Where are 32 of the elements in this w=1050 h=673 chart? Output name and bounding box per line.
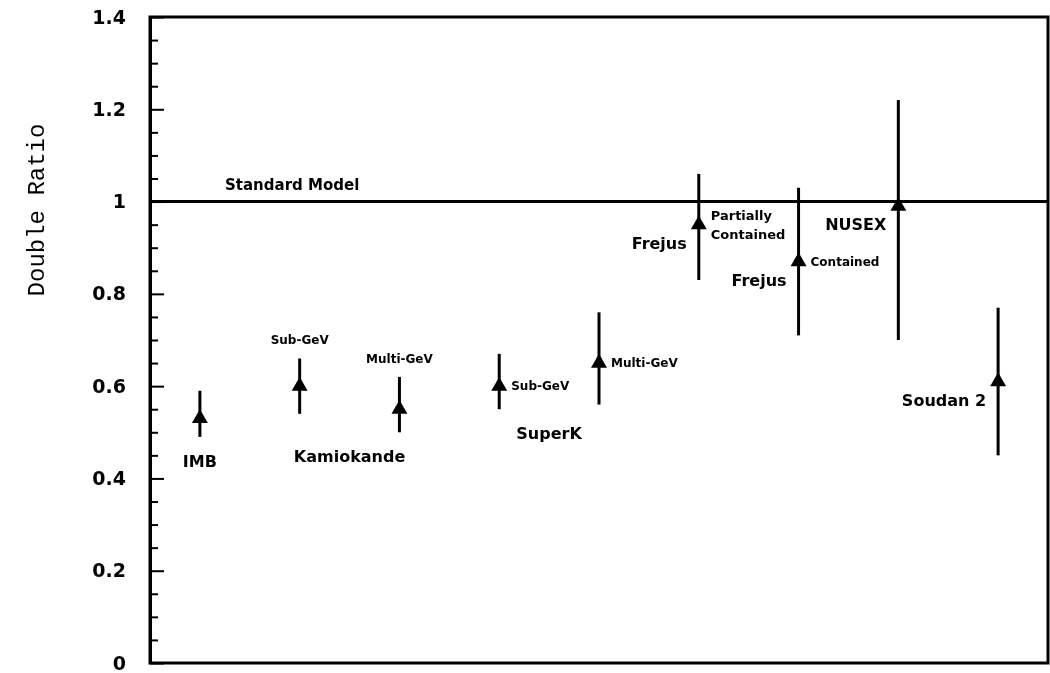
series-label: Soudan 2 (901, 390, 987, 410)
point (690, 215, 707, 230)
y-tick-label: 1.4 (92, 5, 126, 28)
point (491, 376, 508, 391)
data-label: Partially Contained (710, 207, 786, 242)
series-label: IMB (182, 451, 217, 471)
y-tick-label: 0.2 (92, 559, 126, 582)
point (191, 409, 208, 424)
point (391, 400, 408, 414)
ref-line-label: Standard Model (225, 175, 360, 194)
point (890, 196, 907, 211)
y-tick-label: 0 (112, 651, 126, 673)
text: SuperK (516, 424, 583, 444)
series-label: Frejus (731, 270, 787, 290)
y-tick-label: 1 (112, 190, 126, 213)
y-tick-label: 1.2 (92, 97, 126, 120)
data-label: Multi-GeV (611, 356, 679, 371)
y-tick-label: 0.8 (92, 282, 126, 305)
text: Kamiokande (293, 447, 406, 467)
data-label: Contained (810, 254, 880, 269)
point (790, 252, 807, 267)
data-label: Sub-GeV (270, 333, 330, 348)
y-axis-title: Double Ratio (24, 123, 51, 297)
data-label: Sub-GeV (511, 379, 570, 394)
point (591, 353, 607, 368)
point (291, 376, 308, 391)
series-label: NUSEX (825, 215, 887, 235)
data-label: Multi-GeV (366, 351, 434, 366)
y-tick-label: 0.6 (92, 374, 126, 397)
point (990, 372, 1007, 387)
series-label: Frejus (631, 233, 687, 253)
y-tick-label: 0.4 (92, 467, 126, 490)
